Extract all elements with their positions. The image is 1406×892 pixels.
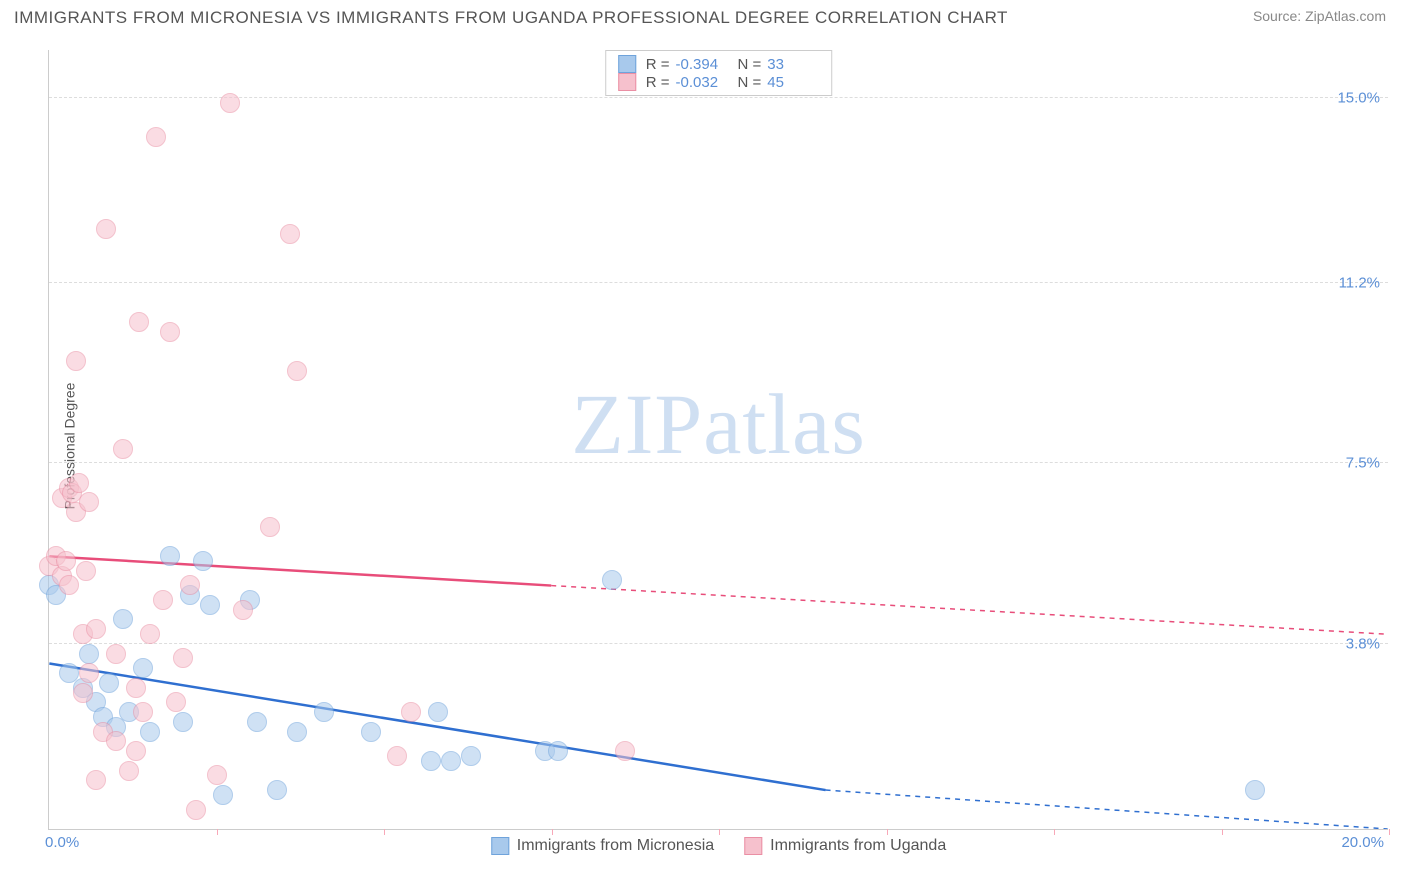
data-point: [56, 551, 76, 571]
n-value: 33: [767, 56, 819, 73]
data-point: [140, 722, 160, 742]
data-point: [133, 658, 153, 678]
data-point: [76, 561, 96, 581]
x-axis-max: 20.0%: [1341, 834, 1384, 851]
r-value: -0.032: [676, 74, 728, 91]
data-point: [428, 702, 448, 722]
data-point: [247, 712, 267, 732]
data-point: [140, 624, 160, 644]
gridline: [49, 643, 1388, 644]
legend-row-micronesia: R = -0.394 N = 33: [618, 55, 820, 73]
x-tick: [552, 829, 553, 835]
data-point: [173, 712, 193, 732]
data-point: [113, 609, 133, 629]
data-point: [233, 600, 253, 620]
gridline: [49, 282, 1388, 283]
data-point: [180, 575, 200, 595]
data-point: [220, 93, 240, 113]
data-point: [160, 546, 180, 566]
y-tick-label: 7.5%: [1346, 455, 1380, 472]
x-tick: [1222, 829, 1223, 835]
data-point: [548, 741, 568, 761]
x-tick: [384, 829, 385, 835]
data-point: [314, 702, 334, 722]
correlation-legend: R = -0.394 N = 33 R = -0.032 N = 45: [605, 50, 833, 96]
data-point: [287, 722, 307, 742]
data-point: [96, 219, 116, 239]
watermark: ZIPatlas: [571, 374, 866, 474]
legend-item-micronesia: Immigrants from Micronesia: [491, 837, 714, 855]
legend-item-uganda: Immigrants from Uganda: [744, 837, 946, 855]
r-value: -0.394: [676, 56, 728, 73]
data-point: [207, 765, 227, 785]
swatch-icon: [744, 837, 762, 855]
data-point: [133, 702, 153, 722]
x-tick: [1389, 829, 1390, 835]
data-point: [615, 741, 635, 761]
data-point: [387, 746, 407, 766]
n-value: 45: [767, 74, 819, 91]
data-point: [401, 702, 421, 722]
data-point: [79, 663, 99, 683]
data-point: [153, 590, 173, 610]
data-point: [73, 683, 93, 703]
data-point: [160, 322, 180, 342]
data-point: [126, 678, 146, 698]
source-label: Source: ZipAtlas.com: [1253, 8, 1386, 24]
data-point: [119, 761, 139, 781]
legend-label: Immigrants from Uganda: [770, 837, 946, 855]
data-point: [79, 492, 99, 512]
data-point: [129, 312, 149, 332]
gridline: [49, 97, 1388, 98]
data-point: [287, 361, 307, 381]
data-point: [86, 619, 106, 639]
data-point: [113, 439, 133, 459]
data-point: [461, 746, 481, 766]
x-tick: [217, 829, 218, 835]
data-point: [86, 770, 106, 790]
y-tick-label: 15.0%: [1337, 89, 1380, 106]
scatter-chart: ZIPatlas R = -0.394 N = 33 R = -0.032 N …: [48, 50, 1388, 830]
data-point: [69, 473, 89, 493]
data-point: [126, 741, 146, 761]
chart-title: IMMIGRANTS FROM MICRONESIA VS IMMIGRANTS…: [14, 8, 1008, 28]
data-point: [1245, 780, 1265, 800]
data-point: [99, 673, 119, 693]
data-point: [166, 692, 186, 712]
data-point: [146, 127, 166, 147]
swatch-icon: [618, 73, 636, 91]
x-tick: [887, 829, 888, 835]
data-point: [421, 751, 441, 771]
data-point: [213, 785, 233, 805]
data-point: [59, 575, 79, 595]
data-point: [441, 751, 461, 771]
data-point: [361, 722, 381, 742]
legend-row-uganda: R = -0.032 N = 45: [618, 73, 820, 91]
data-point: [186, 800, 206, 820]
data-point: [200, 595, 220, 615]
data-point: [280, 224, 300, 244]
x-tick: [1054, 829, 1055, 835]
gridline: [49, 462, 1388, 463]
x-tick: [719, 829, 720, 835]
y-tick-label: 11.2%: [1339, 275, 1380, 292]
data-point: [267, 780, 287, 800]
swatch-icon: [618, 55, 636, 73]
data-point: [106, 644, 126, 664]
y-tick-label: 3.8%: [1346, 635, 1380, 652]
data-point: [193, 551, 213, 571]
swatch-icon: [491, 837, 509, 855]
data-point: [66, 351, 86, 371]
data-point: [602, 570, 622, 590]
data-point: [106, 731, 126, 751]
data-point: [79, 644, 99, 664]
legend-label: Immigrants from Micronesia: [517, 837, 714, 855]
trend-lines: [49, 50, 1388, 829]
series-legend: Immigrants from Micronesia Immigrants fr…: [491, 837, 946, 855]
data-point: [260, 517, 280, 537]
data-point: [173, 648, 193, 668]
x-axis-min: 0.0%: [45, 834, 79, 851]
